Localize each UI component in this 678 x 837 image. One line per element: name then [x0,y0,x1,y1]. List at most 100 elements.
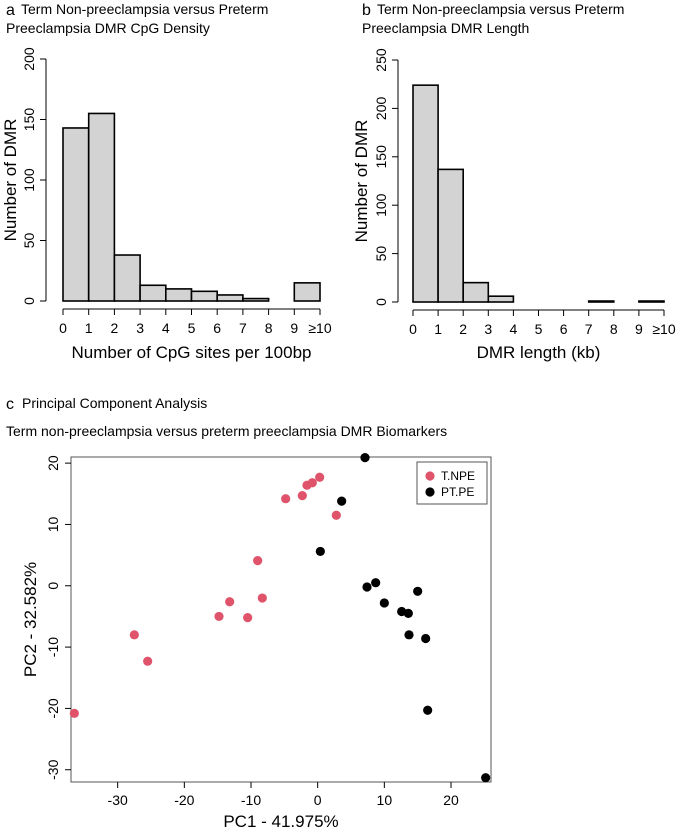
x-tick-label: 7 [585,321,593,337]
data-point-t-npe [69,708,79,718]
data-point-pt-pe [404,630,414,640]
legend-box [416,461,488,505]
x-tick-label: -30 [108,792,128,808]
x-tick-label: 4 [162,320,170,336]
x-tick-label: 0 [314,792,322,808]
y-tick-label: 10 [45,516,61,532]
data-point-t-npe [143,656,153,666]
panel-a-histogram: 0 50 100 150 200 0 1 2 3 4 5 6 7 8 9 ≥10 Number of CpG s… [1,47,332,362]
histogram-bar [139,284,167,302]
plot-frame [70,456,492,783]
panel-a-title-line1: Term Non-preeclampsia versus Preterm [21,1,268,17]
x-axis-label: PC1 - 41.975% [223,812,338,831]
legend-marker [425,487,435,497]
data-point-t-npe [225,597,235,607]
x-tick-label: 5 [535,321,543,337]
x-tick-label: 20 [443,792,459,808]
y-tick-label: -30 [45,759,61,779]
panel-c-pca-scatter: -30 -20 -10 0 10 20 -30 -20 -10 0 10 20 PC1 - 41.975… [21,453,492,831]
data-point-pt-pe [360,453,370,463]
panel-b-histogram: 0 50 100 150 200 250 0 1 2 3 4 5 6 7 8 9 ≥10 DMR length (… [352,48,676,362]
y-tick-label: 0 [45,582,61,590]
x-tick-label: 3 [136,320,144,336]
y-axis-label: PC2 - 32.582% [21,562,40,677]
y-tick-label: 250 [373,48,389,72]
histogram-bar [216,294,244,302]
legend-marker [425,471,435,481]
data-point-t-npe [243,613,253,623]
x-tick-label: 4 [510,321,518,337]
legend-label: PT.PE [441,485,474,499]
data-point-pt-pe [315,546,325,557]
data-point-pt-pe [481,773,491,783]
x-tick-label: ≥10 [652,321,675,337]
histogram-bar [113,254,141,302]
histogram-bar [587,300,615,303]
y-tick-label: 100 [21,168,37,192]
y-tick-label: 0 [373,298,389,306]
y-tick-label: 50 [21,233,37,249]
data-point-t-npe [307,478,317,488]
x-tick-label: 8 [265,320,273,336]
x-tick-label: 1 [85,320,93,336]
histogram-bar [190,290,219,302]
y-axis-label: Number of DMR [1,119,20,242]
panel-c-title-line1: Principal Component Analysis [22,395,207,411]
legend-label: T.NPE [441,469,475,483]
x-tick-label: 1 [434,321,442,337]
data-point-t-npe [214,611,224,622]
x-tick-label: 2 [111,320,119,336]
data-point-pt-pe [337,496,347,506]
x-tick-label: 10 [377,792,393,808]
x-tick-label: 2 [459,321,467,337]
x-tick-label: -10 [241,792,261,808]
x-tick-label: ≥10 [308,320,331,336]
data-point-t-npe [257,593,267,603]
data-point-pt-pe [421,633,431,644]
y-axis-label: Number of DMR [352,120,371,243]
data-point-pt-pe [413,586,423,596]
x-tick-label: -20 [174,792,194,808]
y-tick-label: 50 [373,246,389,262]
y-tick-label: 20 [45,455,61,471]
panel-b-title-line1: Term Non-preeclampsia versus Preterm [377,1,624,17]
data-point-pt-pe [362,582,372,592]
histogram-bar [437,168,465,303]
panel-b-title-line2: Preeclampsia DMR Length [362,20,529,36]
panel-a-title-line2: Preeclampsia DMR CpG Density [6,20,210,36]
data-point-pt-pe [371,578,381,588]
data-point-t-npe [315,472,325,482]
histogram-bar [487,295,515,303]
y-tick-label: 100 [373,193,389,217]
x-tick-label: 0 [59,320,67,336]
x-tick-label: 5 [188,320,196,336]
x-tick-label: 6 [213,320,221,336]
histogram-bar [293,282,321,302]
y-tick-label: 0 [21,297,37,305]
y-tick-label: 200 [21,47,37,71]
histogram-bar [242,297,270,302]
data-point-t-npe [129,630,139,640]
x-tick-label: 3 [484,321,492,337]
y-tick-label: -10 [45,637,61,657]
x-tick-label: 6 [560,321,568,337]
panel-b-letter: b [362,2,371,19]
x-tick-label: 0 [409,321,417,337]
panel-c-title-line2: Term non-preeclampsia versus preterm pre… [6,423,447,439]
data-point-pt-pe [379,598,389,608]
x-axis-label: DMR length (kb) [477,343,601,362]
x-tick-label: 7 [239,320,247,336]
histogram-bar [62,127,90,302]
data-point-pt-pe [403,608,413,618]
histogram-bar [638,300,665,303]
histogram-bar [462,281,490,303]
x-tick-label: 9 [635,321,643,337]
legend: T.NPE PT.PE [416,461,488,505]
data-point-t-npe [331,510,341,520]
data-point-pt-pe [423,705,433,715]
x-tick-label: 8 [610,321,618,337]
histogram-bar [165,288,193,302]
y-tick-label: 150 [21,108,37,132]
histogram-bar [87,112,116,302]
